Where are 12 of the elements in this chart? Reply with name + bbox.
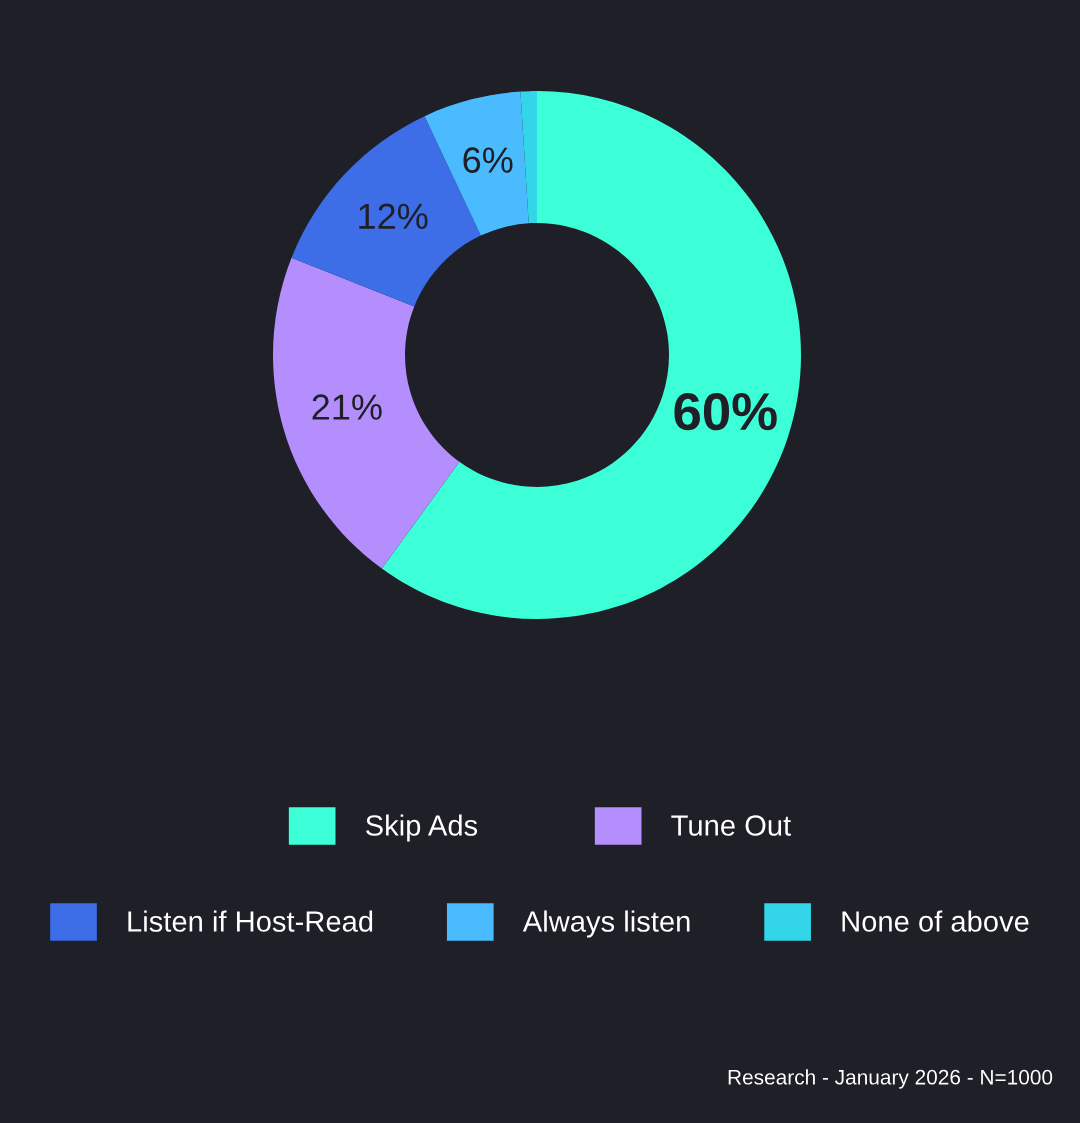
data-label: 6% [463,147,513,173]
text: Research - January 2026 - N=1000 [728,1069,1053,1089]
legend-label: Always listen [522,910,690,938]
legend-label: None of above [842,910,1029,932]
data-label: 21% [312,394,382,420]
legend-label: Skip Ads [366,814,478,842]
legend-label: Listen if Host-Read [128,910,373,932]
donut-slice [520,91,537,224]
data-label: 60% [674,392,777,431]
donut-slice [273,257,460,569]
legend-label: Tune Out [671,815,791,836]
data-label: 12% [359,203,428,230]
